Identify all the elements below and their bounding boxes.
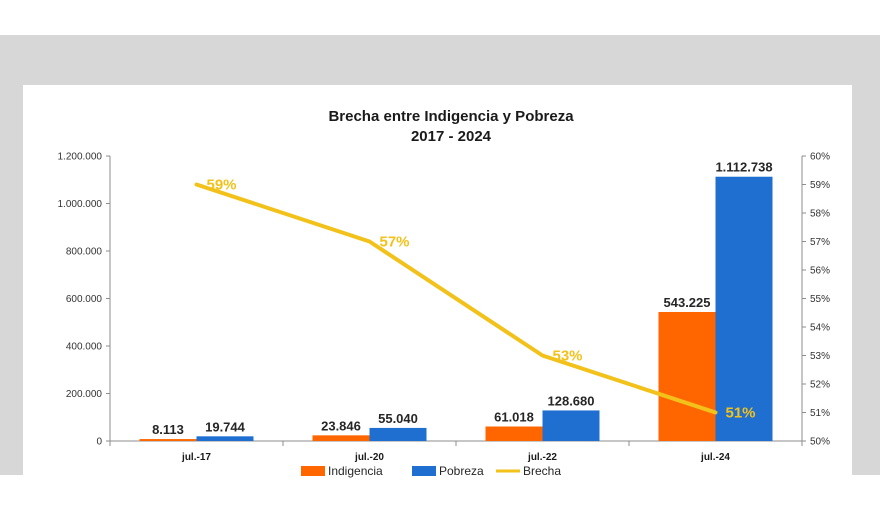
bar-pobreza-4 — [715, 176, 773, 441]
chart-svg: Brecha entre Indigencia y Pobreza 2017 -… — [58, 108, 831, 478]
data-label-pobreza: 128.680 — [548, 393, 595, 408]
legend: Indigencia Pobreza Brecha — [301, 464, 561, 478]
y2-tick-label: 50% — [810, 437, 830, 448]
data-label-brecha: 51% — [726, 405, 756, 422]
y-tick-label: 800.000 — [66, 247, 103, 258]
bar-indigencia-1 — [139, 439, 197, 441]
bar-indigencia-2 — [312, 435, 370, 441]
y2-tick-label: 60% — [810, 152, 830, 163]
data-label-brecha: 53% — [553, 348, 583, 365]
y2-tick-label: 59% — [810, 180, 830, 191]
data-label-pobreza: 1.112.738 — [715, 160, 772, 175]
x-tick-label: jul.-22 — [527, 452, 557, 463]
y2-tick-label: 51% — [810, 408, 830, 419]
data-labels: 8.113 23.846 61.018 543.225 19.744 55.040 128.… — [152, 160, 772, 437]
legend-swatch-indigencia — [301, 466, 325, 476]
data-label-brecha: 57% — [380, 234, 410, 251]
y2-tick-label: 52% — [810, 380, 830, 391]
chart-title-line1: Brecha entre Indigencia y Pobreza — [328, 108, 574, 125]
y2-tick-label: 54% — [810, 323, 830, 334]
y2-tick-label: 58% — [810, 209, 830, 220]
data-label-indigencia: 8.113 — [152, 422, 184, 437]
data-label-pobreza: 19.744 — [205, 419, 246, 434]
x-tick-label: jul.-20 — [354, 452, 384, 463]
y-tick-label: 400.000 — [66, 342, 103, 353]
legend-label-pobreza: Pobreza — [439, 464, 484, 478]
brecha-point-4 — [714, 411, 717, 414]
data-label-brecha: 59% — [207, 177, 237, 194]
brecha-point-2 — [368, 240, 371, 243]
brecha-point-1 — [195, 183, 198, 186]
x-tick-label: jul.-24 — [700, 452, 730, 463]
legend-label-indigencia: Indigencia — [328, 464, 383, 478]
bars — [139, 176, 773, 441]
y-tick-label: 1.200.000 — [58, 152, 103, 163]
brecha-point-3 — [541, 354, 544, 357]
y-tick-label: 200.000 — [66, 389, 103, 400]
data-label-indigencia: 23.846 — [321, 418, 361, 433]
brecha-line-group — [194, 182, 718, 415]
chart-card: Brecha entre Indigencia y Pobreza 2017 -… — [23, 85, 852, 493]
bar-indigencia-4 — [658, 311, 716, 441]
y-tick-label: 0 — [96, 437, 102, 448]
data-label-pobreza: 55.040 — [378, 411, 418, 426]
x-tick-label: jul.-17 — [181, 452, 211, 463]
bar-pobreza-1 — [196, 436, 254, 441]
legend-swatch-pobreza — [412, 466, 436, 476]
data-label-indigencia: 543.225 — [664, 295, 711, 310]
y2-tick-label: 57% — [810, 237, 830, 248]
bar-pobreza-2 — [369, 427, 427, 441]
data-label-indigencia: 61.018 — [494, 410, 534, 425]
bar-indigencia-3 — [485, 426, 543, 441]
bar-pobreza-3 — [542, 410, 600, 441]
y2-tick-label: 56% — [810, 266, 830, 277]
y2-tick-label: 53% — [810, 351, 830, 362]
chart-frame: Brecha entre Indigencia y Pobreza 2017 -… — [0, 35, 880, 493]
brecha-line — [194, 182, 718, 415]
chart-title-line2: 2017 - 2024 — [411, 128, 492, 145]
y-tick-label: 600.000 — [66, 294, 103, 305]
legend-label-brecha: Brecha — [523, 464, 561, 478]
y2-tick-label: 55% — [810, 294, 830, 305]
y-tick-label: 1.000.000 — [58, 199, 103, 210]
